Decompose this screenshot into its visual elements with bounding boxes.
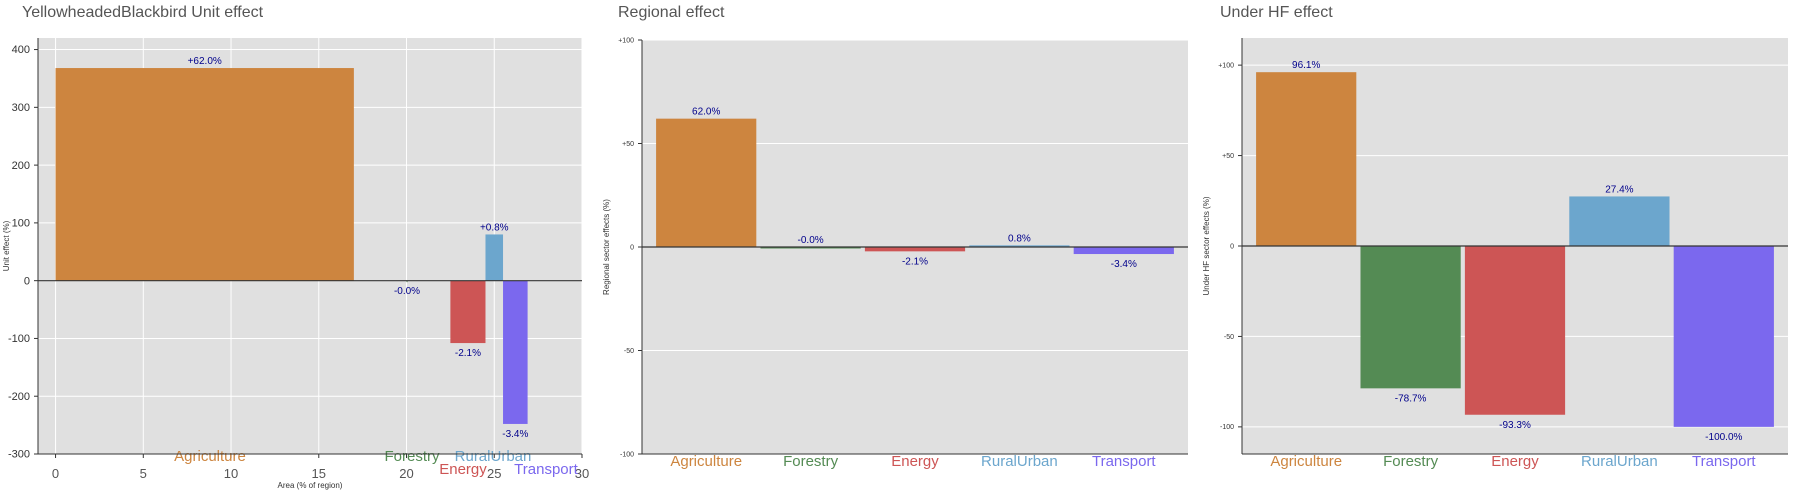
y-tick-label: -50 [624, 348, 634, 355]
regional-effect-title: Regional effect [618, 4, 725, 21]
data-label: 62.0% [692, 107, 720, 118]
bar-transport [503, 280, 528, 424]
y-tick-label: 0 [630, 244, 634, 251]
y-tick-label: -300 [8, 449, 30, 461]
y-tick-label: 200 [12, 160, 30, 172]
y-axis-label: Unit effect (%) [2, 220, 11, 271]
x-tick-label: 20 [399, 466, 413, 481]
regional-effect-chart: -100 -50 0 +50 +100 62.0% Agriculture -0.0% Fore… [602, 37, 1188, 470]
bar-ruralurban [1569, 196, 1670, 246]
bar-agriculture [55, 68, 354, 281]
under-hf-effect-chart: -100 -50 0 +50 +100 96.1% Agriculture -78.7% For… [1202, 38, 1788, 470]
data-label: -0.0% [394, 286, 420, 297]
category-label-forestry: Forestry [783, 453, 839, 470]
data-label: -93.3% [1499, 420, 1531, 431]
data-label: -0.0% [798, 235, 824, 246]
category-label-agriculture: Agriculture [1270, 453, 1342, 470]
bar-forestry [760, 247, 861, 249]
bar-ruralurban [969, 245, 1070, 247]
regional-effect-panel: Regional effect -100 -50 0 +50 +100 62.0% Agri… [600, 0, 1200, 500]
x-tick-label: 30 [575, 466, 589, 481]
category-label-transport: Transport [1092, 453, 1156, 470]
y-tick-label: +50 [622, 141, 634, 148]
unit-effect-chart: -300 -200 -100 0 100 200 300 400 0 5 10 15 20 25 30 +62… [2, 38, 589, 490]
data-label: -78.7% [1395, 393, 1427, 404]
category-label-transport: Transport [1692, 453, 1756, 470]
y-tick-label: +100 [618, 37, 634, 44]
y-tick-label: +100 [1218, 62, 1234, 69]
y-tick-label: -50 [1224, 334, 1234, 341]
data-label: -3.4% [502, 429, 528, 440]
category-label-transport: Transport [514, 461, 578, 478]
y-tick-label: -200 [8, 391, 30, 403]
data-label: 0.8% [1008, 233, 1031, 244]
y-tick-label: 300 [12, 102, 30, 114]
y-tick-label: -100 [8, 333, 30, 345]
bar-energy [864, 247, 966, 252]
y-tick-label: 0 [24, 275, 30, 287]
y-tick-label: -100 [620, 451, 634, 458]
data-label: 96.1% [1292, 60, 1320, 71]
category-label-forestry: Forestry [1383, 453, 1439, 470]
category-label-energy: Energy [1491, 453, 1539, 470]
x-axis-label: Area (% of region) [278, 481, 343, 490]
category-label-agriculture: Agriculture [174, 448, 246, 465]
data-label: -3.4% [1111, 259, 1137, 270]
y-tick-label: 0 [1230, 243, 1234, 250]
x-tick-label: 25 [487, 466, 501, 481]
data-label: +62.0% [188, 56, 222, 67]
under-hf-effect-panel: Under HF effect -100 -50 0 +50 +100 96.1% Agri… [1200, 0, 1800, 500]
bar-transport [1673, 246, 1774, 427]
category-label-agriculture: Agriculture [670, 453, 742, 470]
category-label-energy: Energy [891, 453, 939, 470]
category-label-ruralurban: RuralUrban [455, 448, 532, 465]
bar-energy [450, 280, 486, 344]
bar-agriculture [1256, 72, 1357, 246]
data-label: -2.1% [902, 256, 928, 267]
bar-ruralurban [485, 234, 504, 281]
under-hf-effect-title: Under HF effect [1220, 4, 1333, 21]
y-tick-label: -100 [1220, 424, 1234, 431]
bar-forestry [1360, 246, 1461, 389]
y-tick-label: 100 [12, 218, 30, 230]
y-tick-label: 400 [12, 44, 30, 56]
data-label: -2.1% [455, 348, 481, 359]
unit-effect-title: YellowheadedBlackbird Unit effect [22, 4, 264, 21]
bar-transport [1073, 247, 1174, 255]
bar-energy [1464, 246, 1566, 415]
data-label: 27.4% [1605, 184, 1633, 195]
y-tick-label: +50 [1222, 153, 1234, 160]
category-label-ruralurban: RuralUrban [981, 453, 1058, 470]
data-label: +0.8% [480, 222, 509, 233]
data-label: -100.0% [1705, 432, 1742, 443]
category-label-forestry: Forestry [384, 448, 440, 465]
x-tick-label: 5 [140, 466, 147, 481]
x-tick-label: 15 [312, 466, 326, 481]
unit-effect-panel: YellowheadedBlackbird Unit effect -300 -2… [0, 0, 600, 500]
bar-forestry [406, 280, 408, 283]
y-axis-label: Under HF sector effects (%) [1202, 196, 1211, 295]
x-tick-label: 0 [52, 466, 59, 481]
x-tick-label: 10 [224, 466, 238, 481]
y-axis-label: Regional sector effects (%) [602, 199, 611, 295]
category-label-ruralurban: RuralUrban [1581, 453, 1658, 470]
category-label-energy: Energy [439, 461, 487, 478]
bar-agriculture [656, 118, 757, 247]
